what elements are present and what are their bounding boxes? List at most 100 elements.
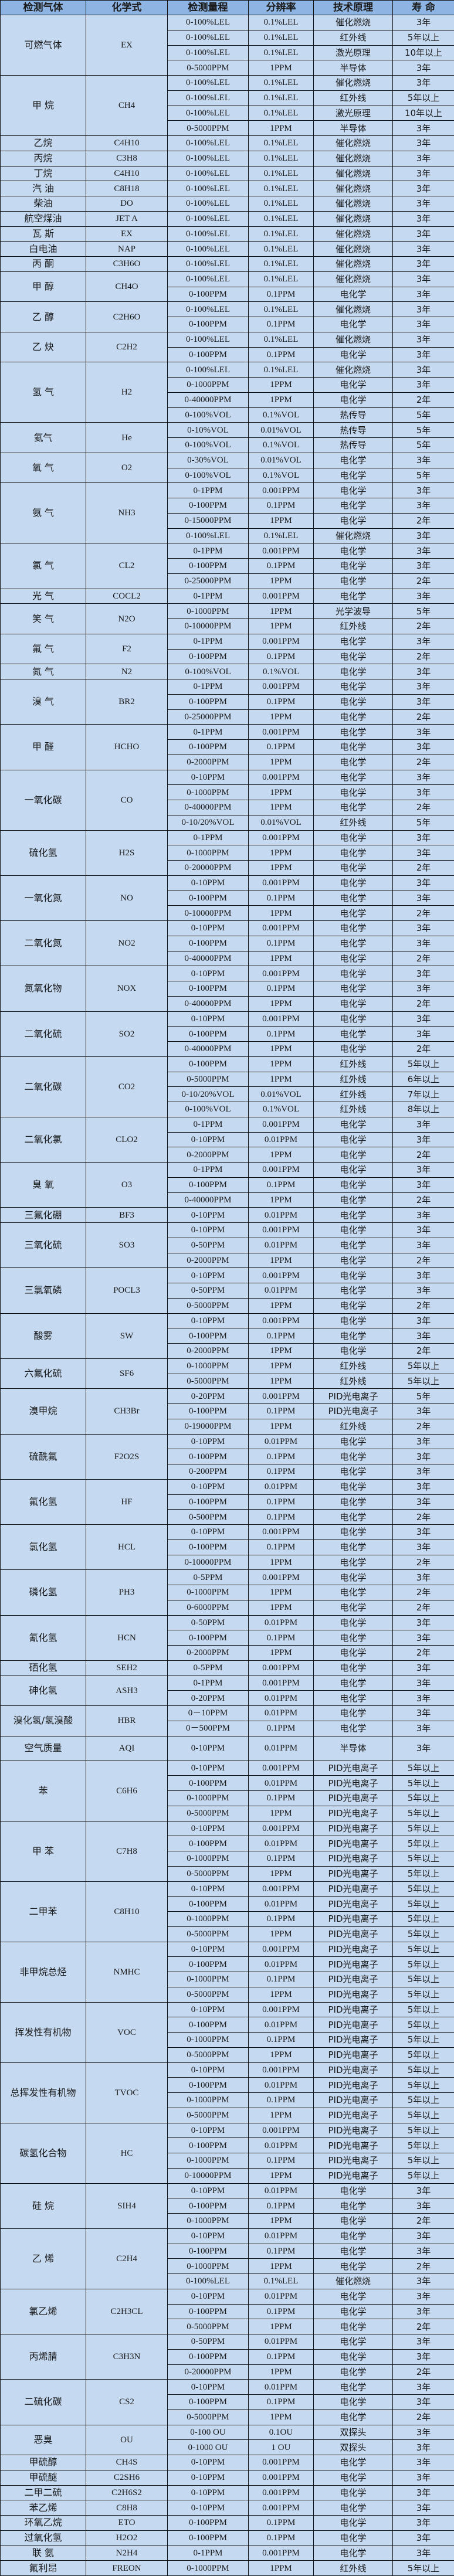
gas-name-cell: 氯乙烯 (0, 2288, 86, 2335)
lifespan-cell: 3年 (392, 226, 454, 242)
technology-cell: 红外线 (313, 1056, 393, 1072)
table-row: 0-5000PPM 1PPM 电化学 2年 (1, 2409, 454, 2425)
formula-cell: C4H10 (86, 165, 168, 182)
technology-cell: 电化学 (313, 648, 393, 665)
lifespan-cell: 3年 (392, 2469, 454, 2486)
technology-cell: 电化学 (313, 1539, 393, 1555)
technology-cell: PID光电离子 (313, 2107, 393, 2123)
range-cell: 0-1000PPM (167, 2560, 249, 2576)
range-cell: 0-100%VOL (167, 437, 249, 453)
formula-cell: OU (86, 2424, 168, 2455)
resolution-cell: 1PPM (248, 60, 314, 76)
technology-cell: 红外线 (313, 90, 393, 106)
formula-cell: EX (86, 15, 168, 76)
table-row: 硅 烷 SIH4 0-10PPM 0.01PPM 电化学 3年 (0, 2183, 454, 2229)
resolution-cell: 0.1PPM (248, 890, 314, 906)
resolution-cell: 0.001PPM (248, 2545, 314, 2561)
resolution-cell: 0.001PPM (248, 1162, 314, 1178)
formula-cell: C7H8 (86, 1820, 168, 1882)
table-row: 0-100PPM 0.01PPM PID光电离子 5年以上 (1, 1956, 454, 1972)
technology-cell: 电化学 (313, 2545, 393, 2561)
technology-cell: 电化学 (313, 1720, 393, 1736)
formula-cell: HC (86, 2122, 168, 2184)
resolution-cell: 0.001PPM (248, 1267, 314, 1283)
formula-cell: C2H2 (86, 331, 168, 363)
technology-cell: 电化学 (313, 1524, 393, 1540)
resolution-cell: 0.1PPM (248, 1630, 314, 1646)
technology-cell: 催化燃烧 (313, 2273, 393, 2289)
lifespan-cell: 5年以上 (392, 2001, 454, 2018)
range-cell: 0-100PPM (167, 1836, 249, 1851)
technology-cell: 电化学 (313, 1705, 393, 1721)
resolution-cell: 0.01PPM (248, 2017, 314, 2033)
lifespan-cell: 2年 (392, 573, 454, 589)
technology-cell: 电化学 (313, 1328, 393, 1344)
resolution-cell: 0.1%LEL (248, 165, 314, 182)
range-cell: 0-40000PPM (167, 1041, 249, 1057)
table-row: 溴 气 BR2 0-1PPM 0.001PPM 电化学 3年 (0, 678, 454, 725)
formula-cell: NOX (86, 966, 168, 1012)
table-body: 可燃气体 EX 0-100%LEL 0.1%LEL 催化燃烧 3年 0-100%LEL 0.1… (0, 15, 454, 2576)
table-row: 0-1000PPM 0.1PPM PID光电离子 5年以上 (1, 2032, 454, 2048)
range-cell: 0-1000PPM (167, 1911, 249, 1927)
lifespan-cell: 5年 (392, 437, 454, 453)
lifespan-cell: 7年以上 (392, 1086, 454, 1102)
resolution-cell: 1PPM (248, 603, 314, 619)
formula-cell: SF6 (86, 1358, 168, 1389)
lifespan-cell: 3年 (392, 317, 454, 332)
range-cell: 0-1PPM (167, 543, 249, 559)
lifespan-cell: 5年 (392, 422, 454, 438)
lifespan-cell: 2年 (392, 1041, 454, 1057)
lifespan-cell: 3年 (392, 2485, 454, 2501)
range-cell: 0-100PPM (167, 286, 249, 303)
resolution-cell: 1PPM (248, 1192, 314, 1208)
resolution-cell: 1PPM (248, 512, 314, 529)
technology-cell: 催化燃烧 (313, 241, 393, 257)
gas-name-cell: 柴油 (0, 196, 86, 212)
formula-cell: AQI (86, 1735, 168, 1761)
resolution-cell: 0.1PPM (248, 1177, 314, 1193)
technology-cell: 电化学 (313, 1599, 393, 1616)
lifespan-cell: 3年 (392, 679, 454, 695)
range-cell: 0-10PPM (167, 2228, 249, 2244)
lifespan-cell: 2年 (392, 754, 454, 770)
technology-cell: 电化学 (313, 1645, 393, 1661)
range-cell: 0-10PPM (167, 1433, 249, 1450)
table-row: 空气质量 AQI 0-10PPM 0.01PPM 半导体 3年 (0, 1735, 454, 1761)
lifespan-cell: 5年以上 (392, 1358, 454, 1374)
resolution-cell: 1PPM (248, 120, 314, 136)
formula-cell: C4H10 (86, 135, 168, 151)
gas-name-cell: 丁烷 (0, 165, 86, 182)
range-cell: 0-10PPM (167, 1881, 249, 1897)
formula-cell: C2H6O (86, 301, 168, 332)
lifespan-cell: 5年以上 (392, 2107, 454, 2123)
resolution-cell: 1 OU (248, 2439, 314, 2455)
table-row: 0-100PPM 0.1PPM 电化学 3年 (1, 346, 454, 363)
table-row: 0-100PPM 0.1PPM 电化学 3年 (1, 286, 454, 303)
table-row: 白电油 NAP 0-100%LEL 0.1%LEL 催化燃烧 3年 (0, 241, 454, 257)
header-formula: 化学式 (86, 0, 168, 15)
technology-cell: PID光电离子 (313, 1805, 393, 1821)
range-cell: 0-100PPM (167, 2303, 249, 2320)
range-cell: 0-10PPM (167, 2500, 249, 2516)
gas-name-cell: 一氧化氮 (0, 875, 86, 922)
table-row: 环氧乙烷 ETO 0-100PPM 0.1PPM 电化学 3年 (0, 2515, 454, 2531)
range-cell: 0-10PPM (167, 1267, 249, 1283)
gas-name-cell: 二氧化氮 (0, 920, 86, 967)
resolution-cell: 0.001PPM (248, 1820, 314, 1837)
lifespan-cell: 3年 (392, 2545, 454, 2561)
table-row: 0-100PPM 0.1PPM 电化学 3年 (1, 2349, 454, 2365)
header-resolution: 分辨率 (248, 0, 314, 15)
lifespan-cell: 8年以上 (392, 1102, 454, 1117)
gas-name-cell: 硒化氢 (0, 1660, 86, 1676)
technology-cell: 半导体 (313, 60, 393, 76)
lifespan-cell: 3年 (392, 271, 454, 287)
resolution-cell: 1PPM (248, 1599, 314, 1616)
resolution-cell: 0.1PPM (248, 1026, 314, 1042)
resolution-cell: 0.1PPM (248, 346, 314, 363)
resolution-cell: 0.1PPM (248, 2032, 314, 2048)
gas-name-cell: 甲 醇 (0, 271, 86, 303)
lifespan-cell: 2年 (392, 1297, 454, 1314)
technology-cell: 催化燃烧 (313, 301, 393, 317)
table-row: 0-100PPM 0.1PPM 电化学 3年 (1, 935, 454, 951)
